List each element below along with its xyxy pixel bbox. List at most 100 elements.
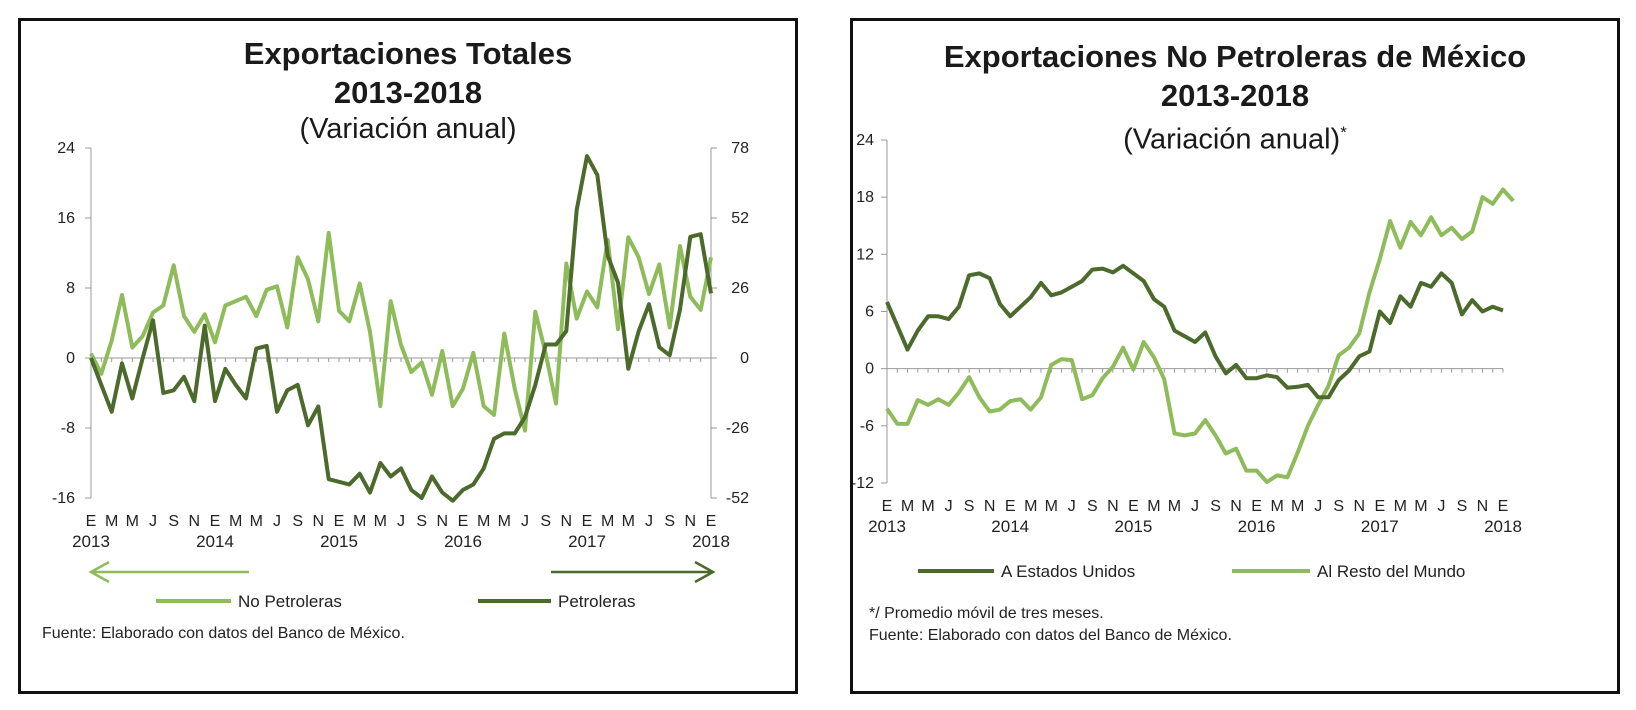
right-chart-panel: Exportaciones No Petroleras de México 20… xyxy=(850,18,1620,694)
legend-label-resto-del-mundo: Al Resto del Mundo xyxy=(1317,562,1465,581)
x-month-label: M xyxy=(105,513,118,530)
x-month-label: E xyxy=(706,513,717,530)
y-tick-label: -12 xyxy=(853,475,874,492)
x-year-label: 2013 xyxy=(72,532,110,551)
legend-label-no-petroleras: No Petroleras xyxy=(238,592,342,611)
x-month-label: M xyxy=(126,513,139,530)
x-month-label: M xyxy=(498,513,511,530)
x-month-label: E xyxy=(458,513,469,530)
x-month-label: S xyxy=(1457,498,1468,515)
x-month-label: E xyxy=(582,513,593,530)
x-month-label: J xyxy=(945,498,953,515)
x-month-label: N xyxy=(1107,498,1119,515)
left-y-tick-label: -16 xyxy=(52,490,75,507)
y-tick-label: 6 xyxy=(865,304,874,321)
x-year-label: 2015 xyxy=(320,532,358,551)
left-y-tick-label: 8 xyxy=(66,280,75,297)
x-month-label: M xyxy=(1024,498,1037,515)
series-line-estados-unidos xyxy=(885,263,1504,400)
series-line-no-petroleras xyxy=(89,230,713,433)
x-month-label: M xyxy=(1270,498,1283,515)
x-month-label: E xyxy=(86,513,97,530)
x-month-label: M xyxy=(1414,498,1427,515)
left-y-tick-label: 24 xyxy=(57,140,75,157)
right-chart-subtitle: (Variación anual)* xyxy=(853,123,1617,157)
right-axis-arrow xyxy=(551,560,716,584)
x-year-label: 2018 xyxy=(692,532,730,551)
x-month-label: M xyxy=(1394,498,1407,515)
x-year-label: 2014 xyxy=(196,532,234,551)
y-tick-label: 18 xyxy=(856,189,874,206)
x-month-label: N xyxy=(437,513,449,530)
x-month-label: J xyxy=(1314,498,1322,515)
x-year-label: 2015 xyxy=(1114,517,1152,536)
x-month-label: S xyxy=(168,513,179,530)
right-source-note: Fuente: Elaborado con datos del Banco de… xyxy=(869,627,1232,644)
left-y-tick-label: -8 xyxy=(61,420,75,437)
x-month-label: S xyxy=(540,513,551,530)
x-month-label: J xyxy=(149,513,157,530)
x-month-label: E xyxy=(334,513,345,530)
left-y-tick-label: 0 xyxy=(66,350,75,367)
x-year-label: 2014 xyxy=(991,517,1029,536)
left-axis-arrow xyxy=(88,560,249,584)
x-month-label: S xyxy=(416,513,427,530)
left-y-tick-label: 16 xyxy=(57,210,75,227)
x-month-label: E xyxy=(210,513,221,530)
x-month-label: M xyxy=(1168,498,1181,515)
y-tick-label: -6 xyxy=(860,418,874,435)
x-month-label: S xyxy=(1210,498,1221,515)
right-chart-title-line1: Exportaciones No Petroleras de México xyxy=(943,39,1527,74)
x-month-label: S xyxy=(1087,498,1098,515)
right-y-tick-label: -52 xyxy=(726,490,749,507)
x-month-label: M xyxy=(250,513,263,530)
series-line-resto-del-mundo xyxy=(885,187,1515,484)
x-month-label: J xyxy=(645,513,653,530)
x-month-label: M xyxy=(601,513,614,530)
x-month-label: M xyxy=(1045,498,1058,515)
x-month-label: M xyxy=(229,513,242,530)
x-month-label: J xyxy=(273,513,281,530)
x-month-label: N xyxy=(984,498,996,515)
x-month-label: M xyxy=(353,513,366,530)
legend-label-estados-unidos: A Estados Unidos xyxy=(1001,562,1135,581)
y-tick-label: 0 xyxy=(865,361,874,378)
left-chart-title-line1: Exportaciones Totales xyxy=(243,36,573,71)
x-month-label: M xyxy=(1147,498,1160,515)
x-month-label: E xyxy=(1498,498,1509,515)
x-month-label: N xyxy=(1230,498,1242,515)
x-month-label: N xyxy=(189,513,201,530)
x-month-label: N xyxy=(561,513,573,530)
left-source-note: Fuente: Elaborado con datos del Banco de… xyxy=(42,625,405,642)
series-line-petroleras xyxy=(89,154,713,503)
x-month-label: J xyxy=(1068,498,1076,515)
x-month-label: M xyxy=(477,513,490,530)
right-note-moving-average: */ Promedio móvil de tres meses. xyxy=(869,605,1104,622)
y-tick-label: 24 xyxy=(856,132,874,149)
right-y-tick-label: 0 xyxy=(740,350,749,367)
left-chart-panel: Exportaciones Totales 2013-2018 (Variaci… xyxy=(18,18,798,694)
x-month-label: M xyxy=(921,498,934,515)
x-year-label: 2017 xyxy=(1361,517,1399,536)
x-month-label: S xyxy=(964,498,975,515)
x-month-label: M xyxy=(1291,498,1304,515)
x-month-label: E xyxy=(1128,498,1139,515)
x-month-label: E xyxy=(882,498,893,515)
x-month-label: E xyxy=(1374,498,1385,515)
legend-label-petroleras: Petroleras xyxy=(558,592,635,611)
right-y-tick-label: 26 xyxy=(731,280,749,297)
x-year-label: 2017 xyxy=(568,532,606,551)
right-y-tick-label: 78 xyxy=(731,140,749,157)
left-chart-subtitle: (Variación anual) xyxy=(299,113,517,145)
left-chart-title-line2: 2013-2018 xyxy=(333,75,483,110)
x-month-label: N xyxy=(685,513,697,530)
right-chart-subtitle-text: (Variación anual) xyxy=(1123,123,1341,156)
right-y-tick-label: -26 xyxy=(726,420,749,437)
x-month-label: J xyxy=(521,513,529,530)
x-year-label: 2016 xyxy=(444,532,482,551)
x-month-label: E xyxy=(1251,498,1262,515)
x-month-label: N xyxy=(1353,498,1365,515)
x-month-label: S xyxy=(1333,498,1344,515)
